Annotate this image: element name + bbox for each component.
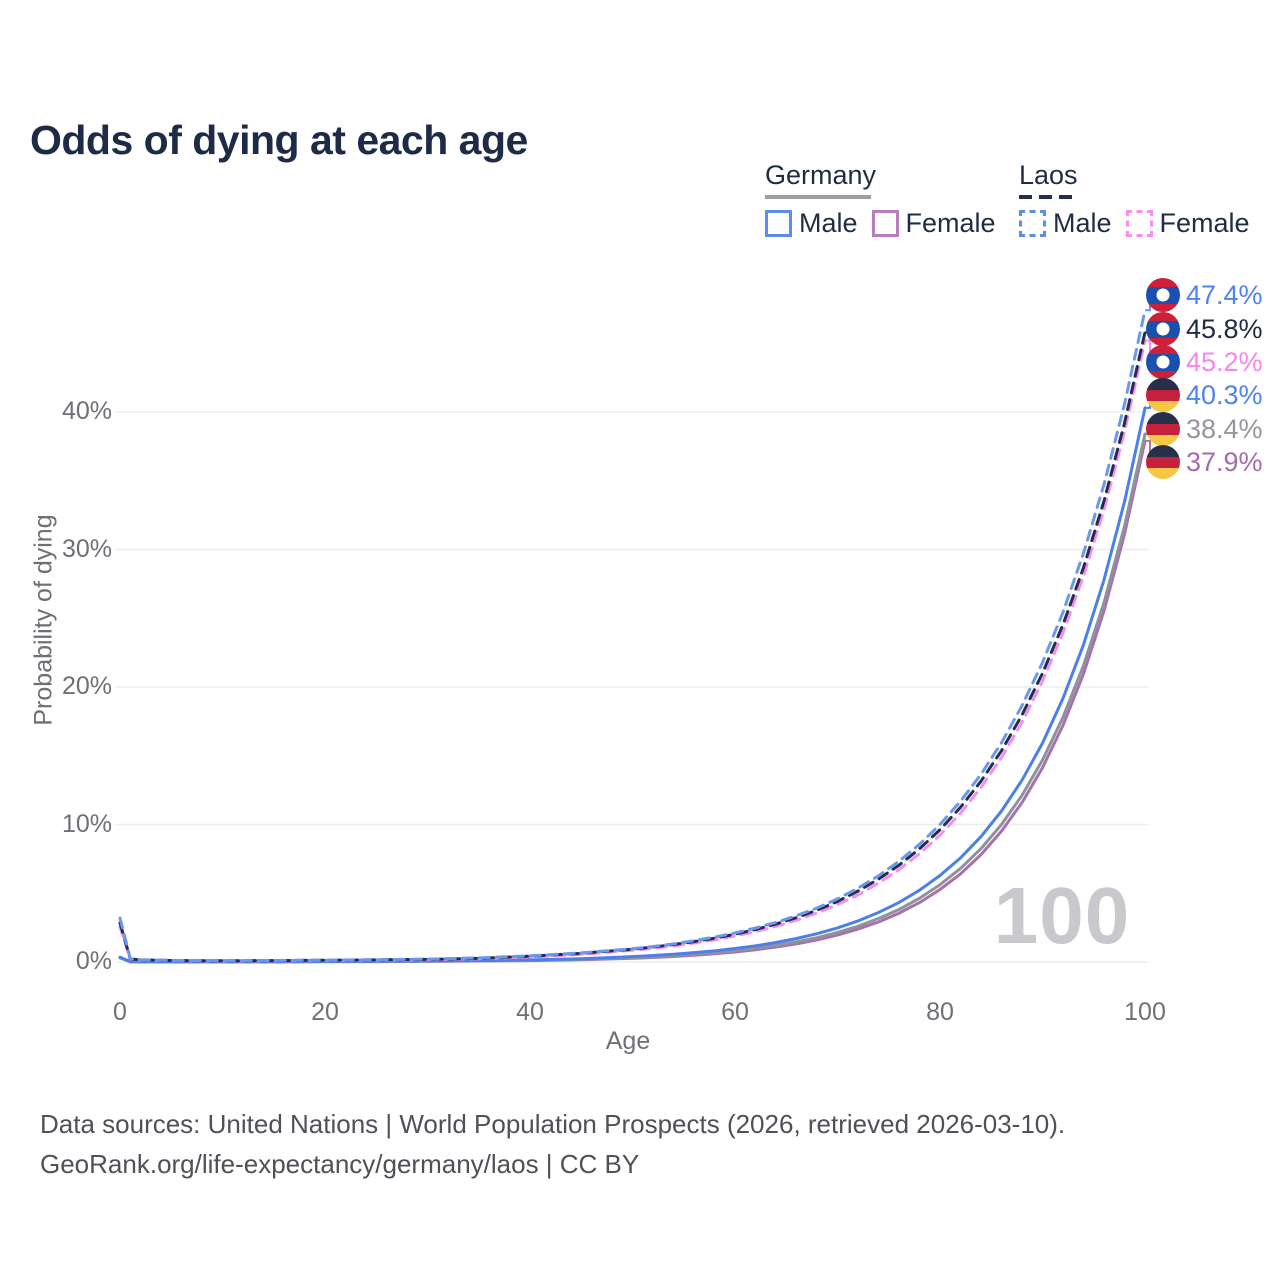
legend-item-label: Male [1053,208,1112,238]
attribution-line[interactable]: GeoRank.org/life-expectancy/germany/laos… [40,1149,640,1179]
series-line-germany-male [118,406,1147,964]
y-tick-label: 40% [61,397,112,425]
end-label-laos-both-sexes: 45.8% [1146,312,1263,346]
chart-title: Odds of dying at each age [30,117,528,164]
end-label-value: 45.2% [1186,347,1263,377]
legend-laos-title[interactable]: Laos [1019,160,1078,190]
y-tick-label: 30% [61,534,112,563]
laos-female-swatch-icon [1125,210,1153,237]
x-tick-label: 60 [721,998,749,1026]
series-line-germany-both-sexes [118,432,1147,964]
laos-line-sample-icon [1019,195,1073,199]
y-tick-label: 0% [75,947,112,975]
footer: Data sources: United Nations | World Pop… [40,1104,1065,1184]
end-label-value: 47.4% [1186,280,1263,310]
x-tick-label: 20 [311,998,339,1026]
x-axis-label: Age [605,1027,651,1055]
end-label-germany-male: 40.3% [1146,378,1263,412]
germany-male-swatch-icon [765,210,792,237]
series-line-germany-female [118,439,1147,964]
legend-item-label: Male [799,208,858,238]
series-line-laos-male [118,308,1147,963]
end-label-value: 38.4% [1186,414,1263,444]
end-label-value: 40.3% [1186,380,1263,410]
end-label-laos-female: 45.2% [1146,345,1263,379]
germany-flag-icon [1146,378,1180,412]
y-tick-label: 10% [61,809,112,838]
x-tick-label: 80 [926,998,954,1026]
germany-female-swatch-icon [871,210,899,237]
series-line-laos-both-sexes [118,330,1147,963]
legend-germany-title[interactable]: Germany [765,160,877,190]
age-watermark: 100 [993,871,1131,960]
laos-male-swatch-icon [1019,210,1046,237]
legend-item-laos-female[interactable]: Female [1125,208,1250,239]
series-line-laos-female [118,339,1147,963]
end-label-value: 37.9% [1186,447,1263,477]
data-source-line: Data sources: United Nations | World Pop… [40,1109,1066,1139]
laos-flag-icon [1146,345,1180,379]
germany-flag-icon [1146,445,1180,479]
x-tick-label: 0 [113,998,127,1026]
legend-item-germany-male[interactable]: Male [765,208,858,239]
legend-group-laos: Laos Male Female [1019,160,1250,239]
end-label-value: 45.8% [1186,314,1263,344]
germany-line-sample-icon [765,195,871,199]
end-label-laos-male: 47.4% [1146,278,1263,312]
legend-item-label: Female [905,208,996,238]
laos-flag-icon [1146,312,1180,346]
x-tick-label: 40 [516,998,544,1026]
germany-flag-icon [1146,412,1180,446]
end-label-germany-both-sexes: 38.4% [1146,412,1263,446]
x-tick-label: 100 [1124,998,1166,1026]
end-label-germany-female: 37.9% [1146,445,1263,479]
legend-item-germany-female[interactable]: Female [871,208,996,239]
legend-item-laos-male[interactable]: Male [1019,208,1112,239]
laos-flag-icon [1146,278,1180,312]
legend-group-germany: Germany Male Female [765,160,996,239]
y-tick-label: 20% [61,672,112,700]
legend-item-label: Female [1159,208,1250,238]
